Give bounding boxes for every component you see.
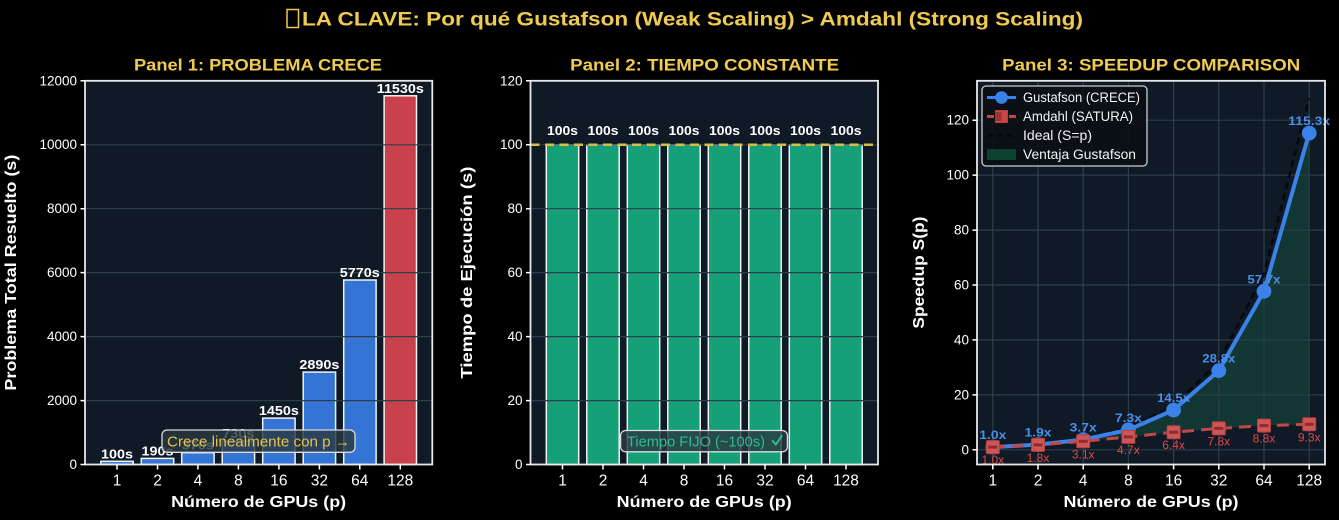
svg-text:1.0x: 1.0x (981, 453, 1004, 467)
svg-text:4000: 4000 (47, 329, 77, 344)
svg-text:57.7x: 57.7x (1248, 272, 1281, 286)
svg-text:1.0x: 1.0x (979, 428, 1006, 442)
svg-text:7.8x: 7.8x (1207, 434, 1230, 448)
svg-text:2: 2 (599, 473, 608, 490)
svg-text:28.8x: 28.8x (1202, 352, 1235, 366)
svg-text:4: 4 (194, 473, 203, 490)
svg-text:Tiempo FIJO (~100s): Tiempo FIJO (~100s) (627, 434, 765, 451)
svg-text:2000: 2000 (47, 393, 77, 408)
svg-text:80: 80 (507, 201, 522, 216)
svg-text:100s: 100s (709, 123, 740, 138)
svg-text:100s: 100s (547, 123, 578, 138)
svg-text:3.1x: 3.1x (1072, 447, 1095, 461)
svg-text:Crece linealmente con p →: Crece linealmente con p → (167, 434, 350, 451)
svg-text:100s: 100s (831, 123, 862, 138)
svg-text:16: 16 (716, 473, 733, 490)
svg-text:64: 64 (797, 473, 815, 490)
svg-text:4: 4 (639, 473, 648, 490)
svg-text:16: 16 (1165, 473, 1182, 490)
svg-text:64: 64 (1255, 473, 1273, 490)
svg-text:120: 120 (946, 113, 969, 128)
svg-text:Gustafson (CRECE): Gustafson (CRECE) (1023, 90, 1140, 105)
svg-text:128: 128 (1296, 473, 1322, 490)
svg-text:Speedup S(p): Speedup S(p) (911, 217, 928, 329)
svg-text:Número de GPUs (p): Número de GPUs (p) (617, 494, 792, 511)
svg-text:8000: 8000 (47, 201, 77, 216)
svg-text:6000: 6000 (47, 265, 77, 280)
svg-text:40: 40 (507, 329, 522, 344)
svg-text:10000: 10000 (39, 137, 77, 152)
svg-text:100s: 100s (750, 123, 781, 138)
svg-text:60: 60 (507, 265, 522, 280)
svg-text:100s: 100s (790, 123, 821, 138)
svg-text:100s: 100s (669, 123, 700, 138)
svg-text:12000: 12000 (39, 73, 77, 88)
svg-text:20: 20 (954, 387, 969, 402)
svg-text:1: 1 (558, 473, 567, 490)
svg-text:11530s: 11530s (377, 81, 424, 96)
svg-text:0: 0 (69, 457, 77, 472)
svg-text:14.5x: 14.5x (1157, 391, 1190, 405)
svg-text:100s: 100s (628, 123, 659, 138)
svg-text:32: 32 (1210, 473, 1227, 490)
svg-text:Tiempo de Ejecución (s): Tiempo de Ejecución (s) (459, 167, 476, 379)
svg-text:128: 128 (833, 473, 859, 490)
svg-text:9.3x: 9.3x (1298, 430, 1321, 444)
svg-text:1: 1 (113, 473, 122, 490)
svg-text:16: 16 (270, 473, 287, 490)
svg-text:1450s: 1450s (259, 403, 299, 418)
svg-text:100s: 100s (588, 123, 619, 138)
svg-text:128: 128 (387, 473, 413, 490)
svg-text:8.8x: 8.8x (1253, 432, 1276, 446)
svg-text:6.4x: 6.4x (1162, 438, 1185, 452)
svg-text:0: 0 (515, 457, 523, 472)
svg-text:5770s: 5770s (340, 265, 380, 280)
svg-text:40: 40 (954, 332, 969, 347)
svg-text:1.8x: 1.8x (1027, 451, 1050, 465)
svg-text:20: 20 (507, 393, 522, 408)
svg-text:100: 100 (500, 137, 523, 152)
svg-text:60: 60 (954, 278, 969, 293)
svg-text:1.9x: 1.9x (1025, 426, 1052, 440)
svg-text:4.7x: 4.7x (1117, 443, 1140, 457)
svg-text:100: 100 (946, 168, 969, 183)
svg-text:Amdahl (SATURA): Amdahl (SATURA) (1023, 109, 1133, 124)
svg-text:8: 8 (680, 473, 689, 490)
svg-text:Número de GPUs (p): Número de GPUs (p) (1064, 494, 1239, 511)
svg-text:120: 120 (500, 73, 523, 88)
svg-text:115.3x: 115.3x (1288, 114, 1330, 128)
svg-text:Problema Total Resuelto (s): Problema Total Resuelto (s) (3, 155, 20, 391)
svg-text:Número de GPUs (p): Número de GPUs (p) (171, 494, 346, 511)
svg-text:Panel 1: PROBLEMA CRECE: Panel 1: PROBLEMA CRECE (134, 57, 382, 75)
svg-text:LA CLAVE: Por qué Gustafson (W: LA CLAVE: Por qué Gustafson (Weak Scalin… (302, 9, 1083, 31)
svg-text:0: 0 (961, 442, 969, 457)
svg-text:32: 32 (756, 473, 773, 490)
svg-text:Ventaja Gustafson: Ventaja Gustafson (1023, 147, 1136, 162)
svg-text:1: 1 (988, 473, 997, 490)
svg-text:8: 8 (1124, 473, 1133, 490)
svg-text:2890s: 2890s (299, 357, 339, 372)
svg-text:Panel 2: TIEMPO CONSTANTE: Panel 2: TIEMPO CONSTANTE (570, 57, 839, 75)
svg-text:64: 64 (351, 473, 369, 490)
svg-text:2: 2 (153, 473, 162, 490)
svg-text:3.7x: 3.7x (1070, 421, 1097, 435)
svg-text:80: 80 (954, 223, 969, 238)
svg-text:100s: 100s (101, 446, 133, 461)
svg-text:32: 32 (311, 473, 328, 490)
svg-text:Ideal (S=p): Ideal (S=p) (1023, 128, 1092, 143)
svg-text:4: 4 (1079, 473, 1088, 490)
svg-text:2: 2 (1034, 473, 1043, 490)
svg-text:8: 8 (234, 473, 243, 490)
svg-text:Panel 3: SPEEDUP COMPARISON: Panel 3: SPEEDUP COMPARISON (1002, 57, 1300, 75)
svg-text:7.3x: 7.3x (1115, 411, 1142, 425)
